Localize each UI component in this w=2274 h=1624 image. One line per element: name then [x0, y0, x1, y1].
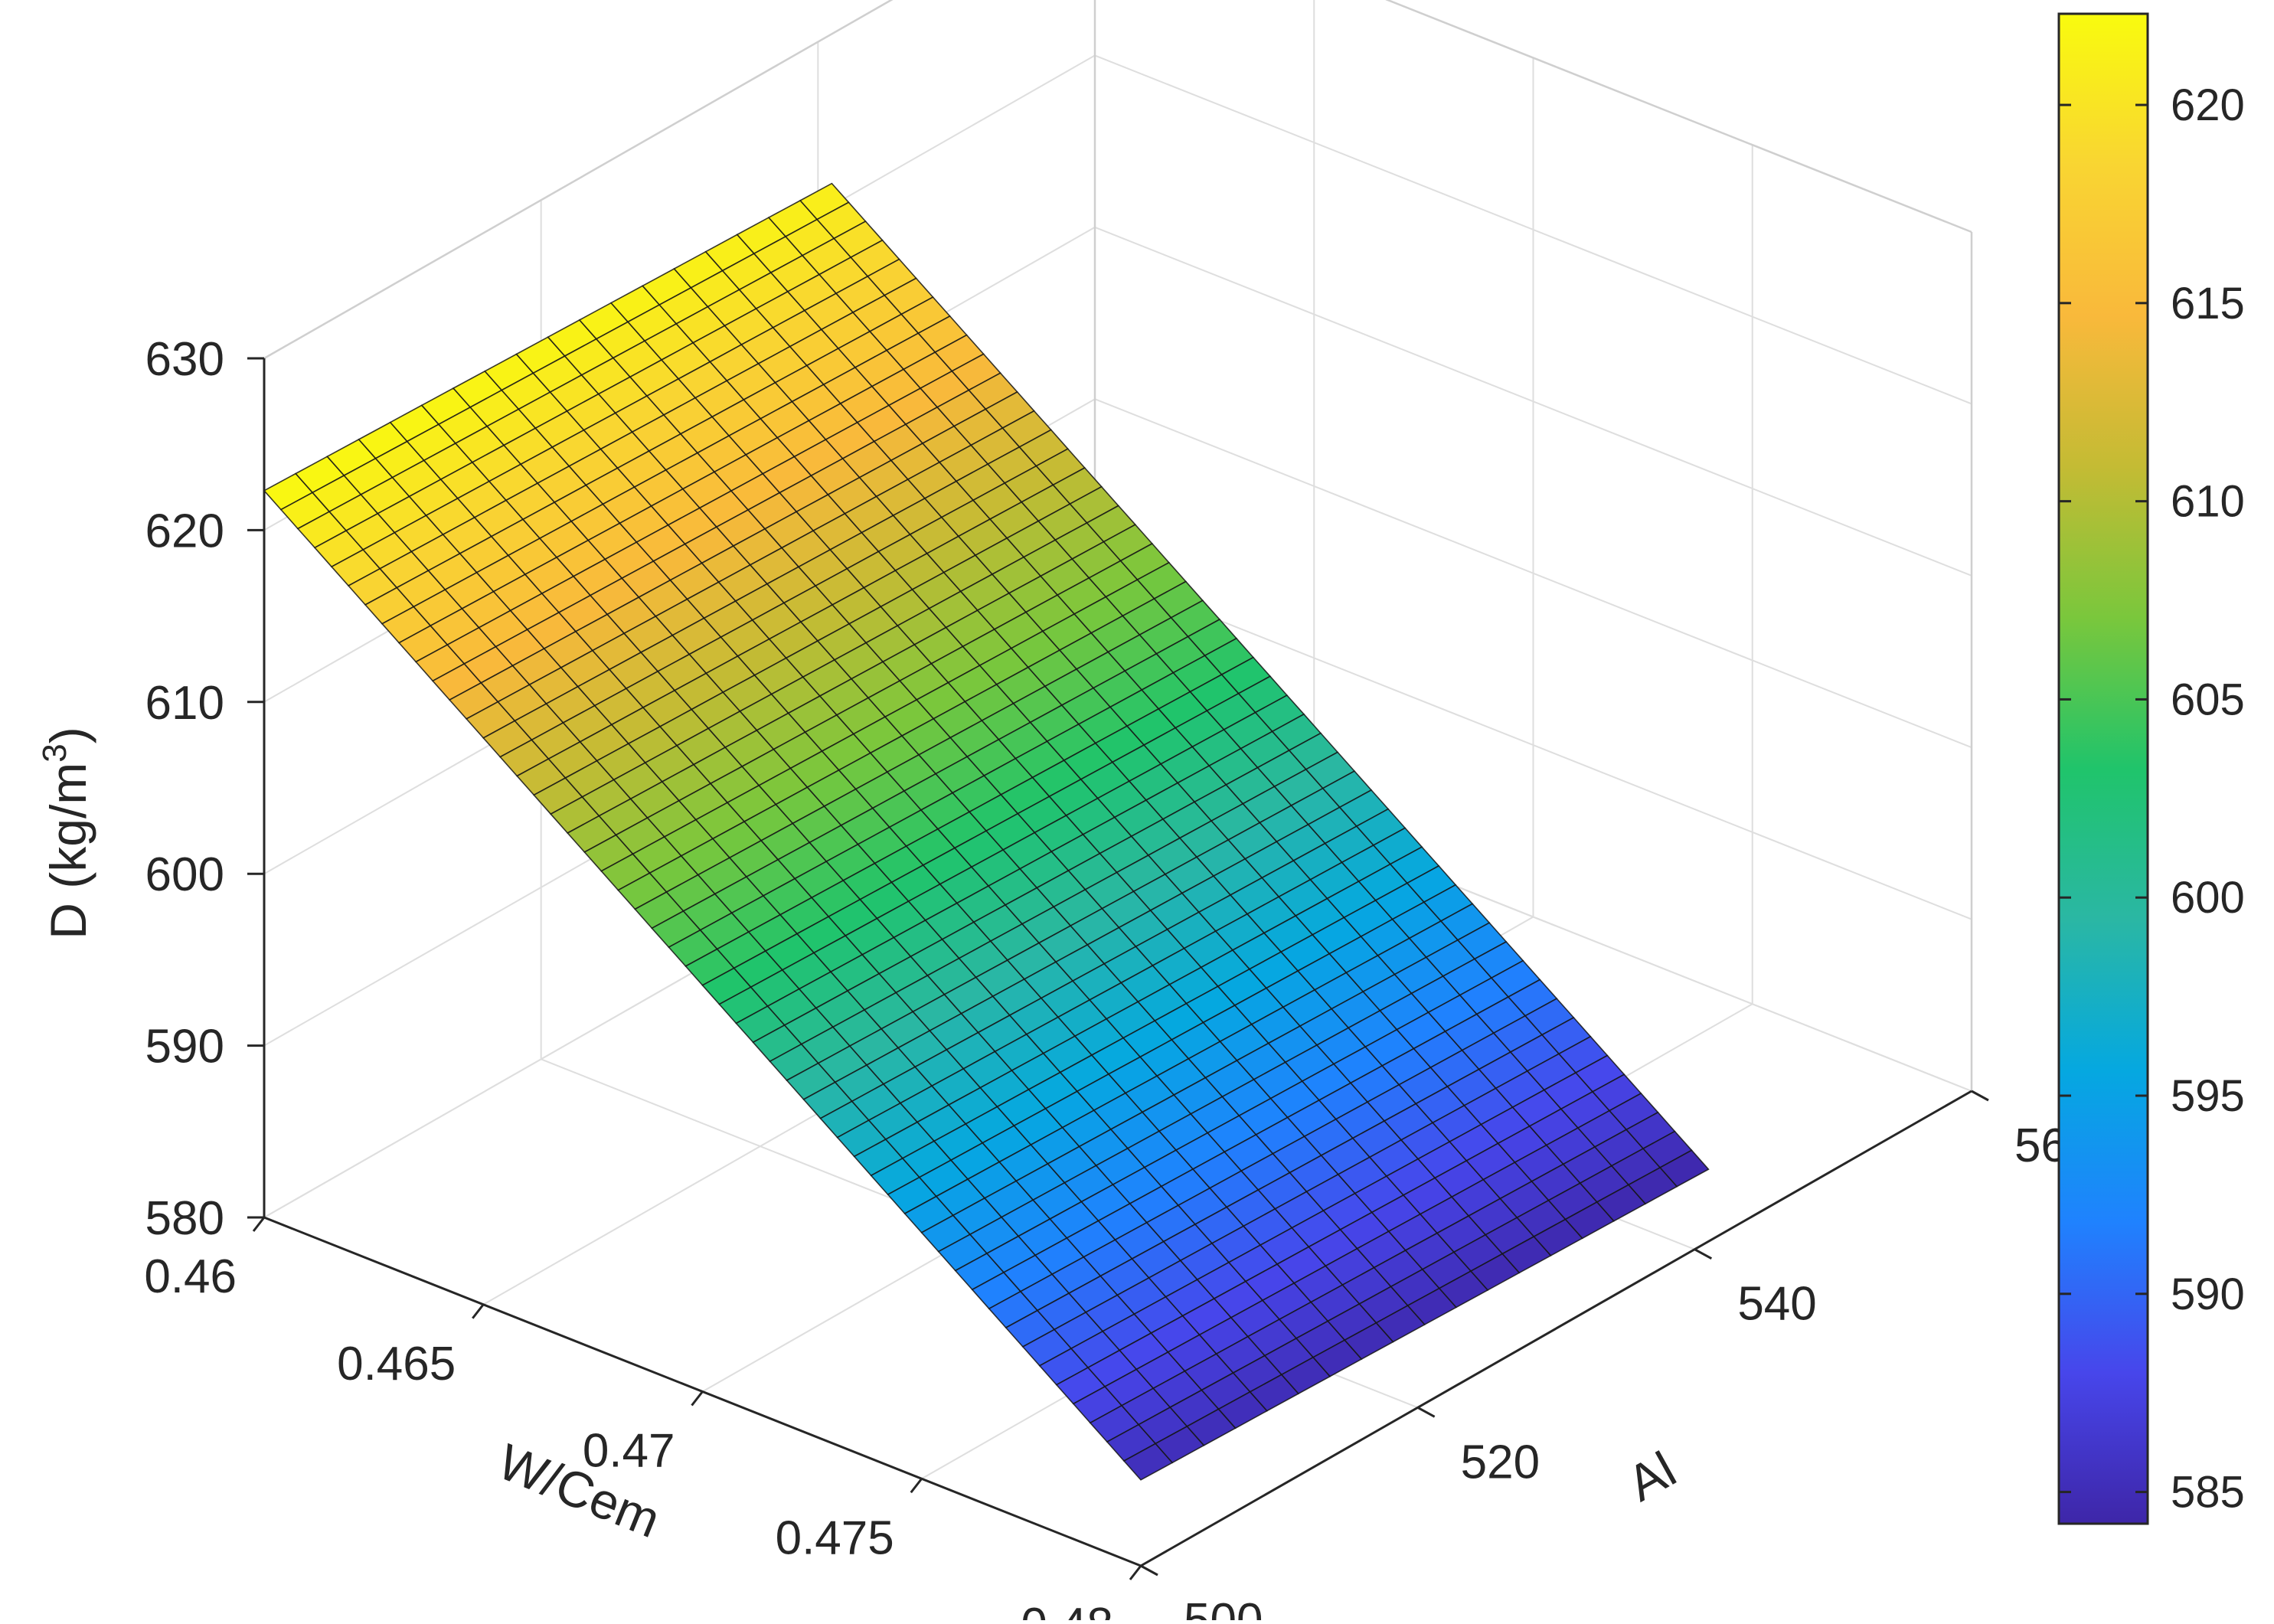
y-axis-line [1140, 1090, 1972, 1567]
x-tick-label: 0.475 [776, 1511, 894, 1564]
grid-line [1094, 54, 1972, 405]
axis-lines [247, 357, 1989, 1580]
colorbar-tick-label: 620 [2171, 80, 2245, 130]
colorbar-tick-label: 615 [2171, 279, 2245, 328]
y-tick [1694, 1248, 1713, 1260]
colorbar-tick-label: 605 [2171, 675, 2245, 724]
y-axis-label: Al [1618, 1440, 1684, 1511]
x-tick [252, 1217, 266, 1232]
grid-line [1094, 570, 1972, 920]
z-tick-label: 590 [145, 1021, 224, 1073]
colorbar-tick-label: 610 [2171, 477, 2245, 527]
colorbar-ticks: 585 590 595 600 605 610 615 620 [2059, 80, 2245, 1518]
grid-line [1094, 398, 1972, 749]
surface-patch [1658, 1149, 1710, 1188]
colorbar-tick-label: 595 [2171, 1071, 2245, 1121]
grid-line [1094, 226, 1972, 577]
x-tick-label: 0.465 [337, 1338, 456, 1390]
x-tick [1129, 1565, 1142, 1580]
z-axis-label: D (kg/m3) [36, 727, 96, 939]
colorbar-tick-label: 585 [2171, 1468, 2245, 1518]
z-tick-label: 620 [145, 505, 224, 557]
pane-edge [1385, 0, 1972, 234]
x-tick-label: 0.46 [144, 1250, 237, 1303]
z-axis-label-sup: 3 [36, 743, 74, 762]
x-tick-label: 0.47 [583, 1425, 675, 1478]
y-tick-label: 540 [1737, 1278, 1816, 1331]
z-tick-label: 580 [145, 1192, 224, 1245]
y-tick [1140, 1564, 1158, 1577]
colorbar: 585 590 595 600 605 610 615 620 [2057, 12, 2245, 1525]
pane-edge [263, 0, 894, 360]
z-axis-label-close: ) [40, 727, 96, 743]
y-tick-label: 520 [1461, 1436, 1540, 1488]
z-tick-label: 630 [145, 333, 224, 386]
x-tick-label: 0.48 [1021, 1599, 1113, 1620]
z-tick-label: 610 [145, 677, 224, 730]
y-tick [1416, 1407, 1436, 1418]
y-tick-label: 500 [1184, 1594, 1263, 1620]
tick-labels: 580 590 600 610 620 630 0.46 0.465 0.47 0.475 0.48… [144, 333, 2093, 1624]
colorbar-gradient [2057, 12, 2149, 1525]
x-tick [691, 1390, 704, 1407]
colorbar-tick-label: 600 [2171, 873, 2245, 923]
x-tick [910, 1478, 923, 1494]
x-tick [472, 1303, 485, 1319]
surface-mesh [263, 182, 1710, 1481]
z-axis-label-main: D (kg/m [40, 763, 96, 939]
y-tick [1971, 1090, 1989, 1102]
colorbar-tick-label: 590 [2171, 1269, 2245, 1319]
z-tick-label: 600 [145, 848, 224, 901]
